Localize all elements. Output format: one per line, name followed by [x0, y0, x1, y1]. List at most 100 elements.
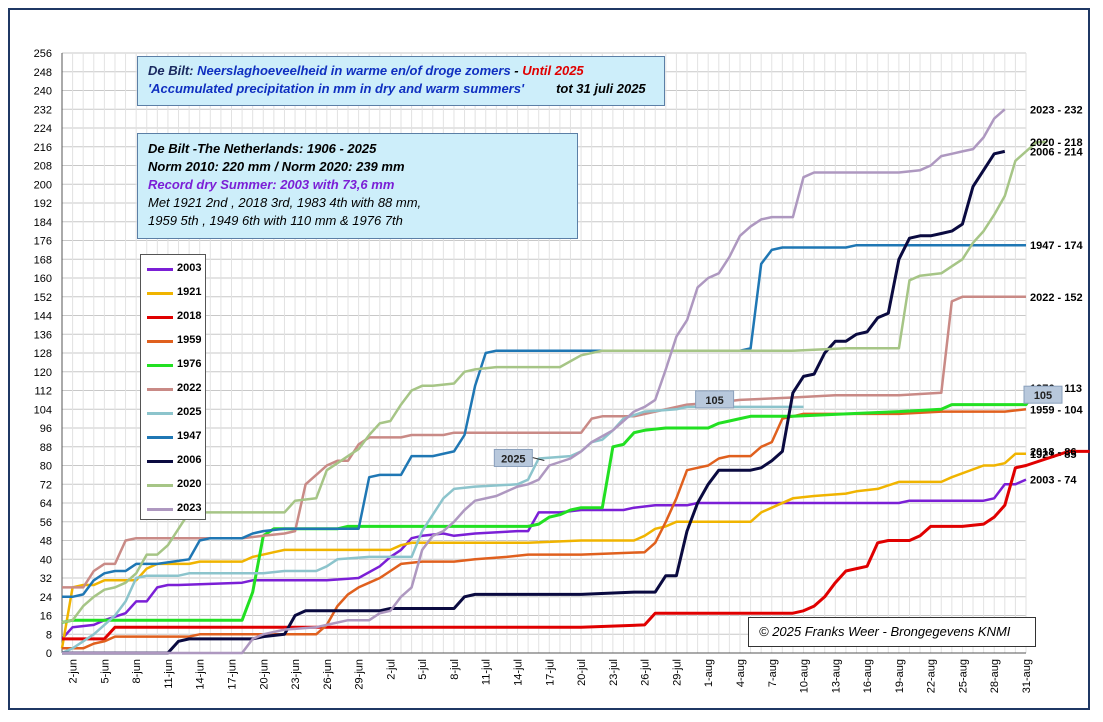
title-line-1: De Bilt: Neerslaghoeveelheid in warme en… — [148, 63, 654, 78]
legend-label: 2022 — [177, 382, 202, 394]
y-tick-label: 136 — [34, 329, 52, 341]
y-tick-label: 248 — [34, 67, 52, 79]
x-tick-label: 2-jun — [68, 659, 80, 683]
end-label-1959: 1959 - 104 — [1030, 404, 1083, 416]
legend-label: 2003 — [177, 262, 202, 274]
x-tick-label: 16-aug — [862, 659, 874, 693]
end-label-1947: 1947 - 174 — [1030, 240, 1083, 252]
legend-swatch — [147, 484, 173, 487]
title-until: Until 2025 — [522, 63, 584, 78]
series-line-2018 — [62, 449, 1090, 641]
y-tick-label: 56 — [40, 517, 52, 529]
y-tick-label: 120 — [34, 367, 52, 379]
y-tick-label: 72 — [40, 479, 52, 491]
x-tick-label: 31-aug — [1021, 659, 1033, 693]
annotation-label: 2025 — [501, 453, 525, 465]
y-tick-label: 208 — [34, 161, 52, 173]
x-tick-label: 17-jul — [544, 659, 556, 686]
annotation-label: 105 — [705, 395, 723, 407]
y-tick-label: 176 — [34, 236, 52, 248]
annotation-box — [1023, 385, 1063, 404]
x-tick-label: 26-jul — [640, 659, 652, 686]
y-tick-label: 8 — [46, 629, 52, 641]
info-line-2: Norm 2010: 220 mm / Norm 2020: 239 mm — [148, 159, 405, 174]
series-line-2003 — [61, 478, 1027, 640]
x-tick-label: 5-jul — [417, 659, 429, 680]
title-date: tot 31 juli 2025 — [556, 81, 646, 96]
x-tick-label: 29-jul — [671, 659, 683, 686]
x-tick-label: 5-jun — [99, 659, 111, 683]
series-line-2006 — [62, 149, 1006, 655]
x-tick-label: 10-aug — [799, 659, 811, 693]
info-line-4: Met 1921 2nd , 2018 3rd, 1983 4th with 8… — [148, 195, 422, 210]
x-tick-label: 23-jun — [290, 659, 302, 690]
x-tick-label: 4-aug — [735, 659, 747, 687]
y-tick-label: 16 — [40, 611, 52, 623]
legend-swatch — [147, 412, 173, 415]
x-tick-label: 28-aug — [989, 659, 1001, 693]
y-tick-label: 224 — [34, 123, 52, 135]
series-line-1959 — [62, 408, 1027, 650]
y-tick-label: 48 — [40, 536, 52, 548]
y-tick-label: 144 — [34, 311, 52, 323]
legend-swatch — [147, 364, 173, 367]
y-tick-label: 168 — [34, 254, 52, 266]
legend-label: 2023 — [177, 502, 202, 514]
legend-swatch — [147, 340, 173, 343]
legend-swatch — [147, 460, 173, 463]
x-tick-label: 2-jul — [385, 659, 397, 680]
legend-label: 1947 — [177, 430, 202, 442]
x-tick-label: 14-jul — [513, 659, 525, 686]
series-line-2025 — [61, 405, 804, 655]
annotation-box — [695, 390, 735, 409]
end-label-2018: 2018 - 86 — [1030, 446, 1076, 458]
x-tick-label: 20-jul — [576, 659, 588, 686]
y-tick-label: 32 — [40, 573, 52, 585]
legend-swatch — [147, 316, 173, 319]
legend: 2003 1921 2018 1959 1976 2022 2025 1947 2006 2020… — [140, 254, 206, 520]
x-tick-label: 22-aug — [926, 659, 938, 693]
title-separator: - — [510, 63, 523, 78]
y-tick-label: 152 — [34, 292, 52, 304]
x-tick-label: 14-jun — [195, 659, 207, 690]
y-tick-label: 184 — [34, 217, 52, 229]
y-tick-label: 232 — [34, 104, 52, 116]
y-tick-label: 88 — [40, 442, 52, 454]
x-tick-label: 11-jun — [163, 659, 175, 689]
x-tick-label: 26-jun — [322, 659, 334, 690]
legend-swatch — [147, 508, 173, 511]
info-box: De Bilt -The Netherlands: 1906 - 2025 No… — [137, 133, 578, 239]
x-tick-label: 1-aug — [703, 659, 715, 687]
info-line-5: 1959 5th , 1949 6th with 110 mm & 1976 7… — [148, 213, 403, 228]
annotation-label: 105 — [1034, 390, 1052, 402]
legend-label: 1921 — [177, 286, 202, 298]
y-tick-label: 256 — [34, 48, 52, 60]
legend-label: 1976 — [177, 358, 202, 370]
series-line-2023 — [62, 108, 1006, 655]
y-tick-label: 240 — [34, 86, 52, 98]
legend-swatch — [147, 436, 173, 439]
legend-label: 2018 — [177, 310, 202, 322]
y-tick-label: 216 — [34, 142, 52, 154]
title-main: Neerslaghoeveelheid in warme en/of droge… — [197, 63, 511, 78]
info-line-3: Record dry Summer: 2003 with 73,6 mm — [148, 177, 395, 192]
x-tick-label: 13-aug — [830, 659, 842, 693]
y-tick-label: 40 — [40, 554, 52, 566]
y-tick-label: 104 — [34, 404, 52, 416]
legend-swatch — [147, 292, 173, 295]
legend-swatch — [147, 268, 173, 271]
y-tick-label: 80 — [40, 461, 52, 473]
y-tick-label: 160 — [34, 273, 52, 285]
x-tick-label: 20-jun — [258, 659, 270, 690]
y-tick-label: 0 — [46, 648, 52, 660]
x-tick-label: 11-jul — [481, 659, 493, 685]
end-label-2006: 2006 - 214 — [1030, 146, 1083, 158]
legend-label: 1959 — [177, 334, 202, 346]
x-tick-label: 17-jun — [226, 659, 238, 690]
legend-label: 2025 — [177, 406, 202, 418]
y-tick-label: 192 — [34, 198, 52, 210]
x-tick-label: 19-aug — [894, 659, 906, 693]
legend-label: 2006 — [177, 454, 202, 466]
annotation-box — [493, 448, 533, 467]
y-tick-label: 112 — [34, 386, 52, 398]
